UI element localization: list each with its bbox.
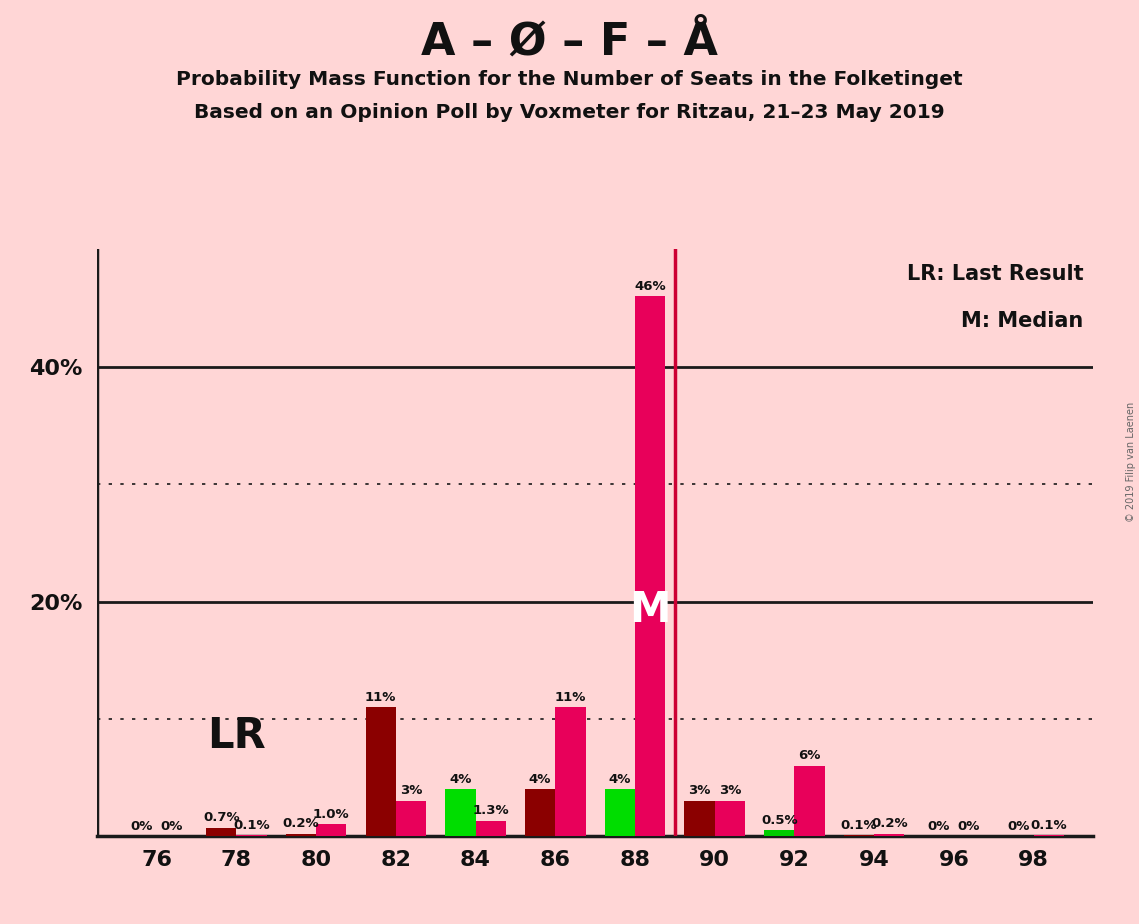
Text: A – Ø – F – Å: A – Ø – F – Å (421, 20, 718, 64)
Text: 0.7%: 0.7% (203, 811, 239, 824)
Text: 0%: 0% (958, 821, 981, 833)
Bar (316, 824, 346, 836)
Text: 0.2%: 0.2% (871, 818, 908, 831)
Bar (445, 789, 476, 836)
Text: 4%: 4% (608, 772, 631, 785)
Bar (764, 831, 795, 836)
Text: 0.1%: 0.1% (233, 819, 270, 832)
Text: 3%: 3% (688, 784, 711, 797)
Bar (525, 789, 555, 836)
Bar (875, 833, 904, 836)
Text: 0.5%: 0.5% (761, 814, 797, 827)
Text: Probability Mass Function for the Number of Seats in the Folketinget: Probability Mass Function for the Number… (177, 70, 962, 90)
Bar (366, 707, 396, 836)
Text: 11%: 11% (555, 690, 587, 703)
Bar (794, 766, 825, 836)
Bar (286, 833, 317, 836)
Text: 3%: 3% (719, 784, 741, 797)
Text: 0.2%: 0.2% (282, 818, 319, 831)
Text: 46%: 46% (634, 280, 666, 293)
Bar (237, 835, 267, 836)
Text: 0%: 0% (1007, 821, 1030, 833)
Text: M: Median: M: Median (961, 311, 1083, 331)
Text: LR: Last Result: LR: Last Result (907, 264, 1083, 285)
Bar (685, 801, 715, 836)
Text: 1.0%: 1.0% (313, 808, 350, 821)
Bar (605, 789, 636, 836)
Bar (636, 297, 665, 836)
Text: 0%: 0% (161, 821, 183, 833)
Bar (476, 821, 506, 836)
Bar (715, 801, 745, 836)
Text: 0%: 0% (927, 821, 950, 833)
Text: 6%: 6% (798, 749, 821, 762)
Bar (1034, 835, 1064, 836)
Text: 3%: 3% (400, 784, 423, 797)
Bar (206, 828, 237, 836)
Text: 4%: 4% (528, 772, 551, 785)
Bar (556, 707, 585, 836)
Text: 0.1%: 0.1% (841, 819, 877, 832)
Bar (844, 835, 875, 836)
Text: Based on an Opinion Poll by Voxmeter for Ritzau, 21–23 May 2019: Based on an Opinion Poll by Voxmeter for… (194, 103, 945, 123)
Text: 0%: 0% (130, 821, 153, 833)
Bar (396, 801, 426, 836)
Text: © 2019 Filip van Laenen: © 2019 Filip van Laenen (1126, 402, 1136, 522)
Text: 11%: 11% (364, 690, 396, 703)
Text: 1.3%: 1.3% (473, 805, 509, 818)
Text: 4%: 4% (449, 772, 472, 785)
Text: M: M (630, 589, 671, 630)
Text: 0.1%: 0.1% (1031, 819, 1067, 832)
Text: LR: LR (207, 715, 265, 758)
